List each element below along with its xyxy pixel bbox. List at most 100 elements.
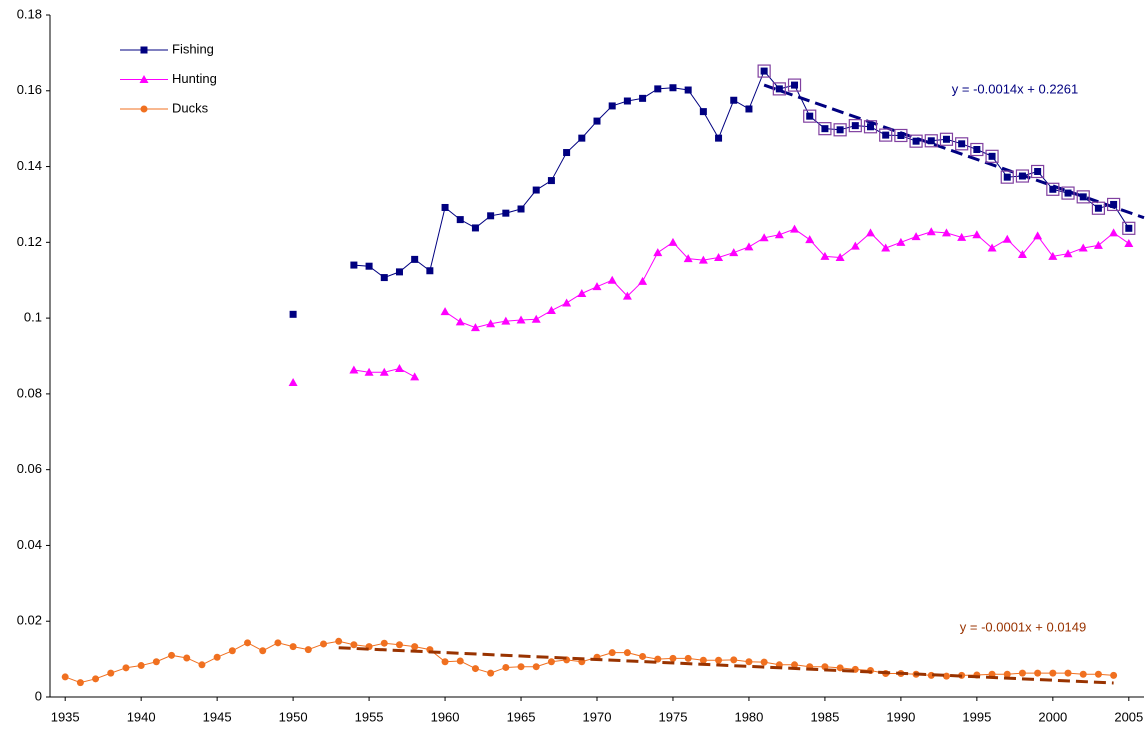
marker [730, 96, 738, 104]
x-tick-label: 1980 [734, 709, 763, 724]
marker [1079, 193, 1087, 201]
marker [790, 224, 800, 233]
marker [941, 228, 951, 237]
marker [76, 679, 84, 687]
marker [698, 255, 708, 264]
marker [471, 665, 479, 673]
marker [639, 94, 647, 102]
marker [1049, 669, 1057, 677]
x-tick-label: 2000 [1038, 709, 1067, 724]
highlight-marker [1107, 197, 1121, 212]
marker [365, 262, 373, 270]
marker [1110, 671, 1118, 679]
marker [820, 251, 830, 260]
marker [350, 641, 358, 649]
highlight-marker [939, 132, 954, 146]
marker [140, 46, 148, 54]
marker [805, 235, 815, 244]
highlight-marker [818, 122, 832, 136]
marker [470, 323, 480, 332]
marker [152, 658, 160, 666]
marker [957, 232, 967, 241]
marker [289, 310, 297, 318]
marker [911, 232, 921, 241]
highlight-marker [909, 134, 923, 148]
marker [592, 282, 602, 291]
x-tick-label: 1940 [127, 709, 156, 724]
marker [562, 298, 572, 307]
highlight-marker [1122, 221, 1136, 235]
highlight-marker [1061, 186, 1075, 200]
marker [411, 643, 419, 651]
marker [958, 140, 966, 148]
marker [517, 663, 525, 671]
x-tick-label: 1970 [583, 709, 612, 724]
marker [988, 152, 996, 160]
marker [379, 367, 389, 376]
marker [668, 237, 678, 246]
y-tick-label: 0.04 [17, 537, 42, 552]
marker [866, 228, 875, 237]
marker [501, 316, 511, 325]
highlight-marker [924, 134, 938, 148]
marker [851, 122, 859, 130]
marker [882, 131, 890, 139]
marker [517, 205, 525, 213]
marker [137, 662, 145, 670]
marker [867, 123, 874, 131]
marker [92, 675, 100, 683]
marker [410, 372, 420, 381]
marker [972, 230, 982, 239]
marker [532, 186, 540, 194]
marker [577, 288, 587, 297]
marker [1017, 249, 1027, 258]
marker [912, 137, 920, 145]
highlight-marker [1000, 170, 1014, 184]
marker [107, 669, 115, 677]
marker [320, 640, 327, 648]
marker [274, 639, 282, 647]
marker [139, 75, 149, 83]
marker [1003, 173, 1011, 181]
marker [942, 135, 950, 143]
x-tick-label: 1995 [962, 709, 991, 724]
highlight-marker [1076, 190, 1090, 204]
marker [1048, 251, 1058, 260]
marker [1033, 231, 1043, 240]
marker [516, 315, 526, 324]
y-tick-label: 0 [35, 688, 42, 703]
legend-label: Fishing [172, 41, 214, 56]
series-line [353, 228, 1130, 378]
marker [441, 658, 449, 666]
marker [61, 673, 69, 681]
marker [1094, 670, 1102, 678]
marker [775, 85, 783, 93]
x-tick-label: 1960 [431, 709, 460, 724]
marker [806, 112, 814, 120]
marker [259, 647, 267, 655]
marker [532, 663, 540, 671]
x-tick-label: 1985 [810, 709, 839, 724]
marker [122, 664, 130, 672]
marker [349, 365, 359, 374]
marker [653, 248, 663, 257]
marker [791, 81, 799, 89]
marker [897, 131, 905, 139]
marker [714, 252, 724, 261]
marker [669, 84, 677, 92]
marker [183, 654, 191, 662]
legend-label: Ducks [172, 100, 209, 115]
marker [608, 102, 616, 110]
marker [926, 227, 936, 236]
y-tick-label: 0.1 [24, 310, 42, 325]
marker [791, 661, 799, 669]
marker [1034, 669, 1042, 677]
marker [578, 134, 586, 142]
marker [760, 658, 768, 666]
marker [440, 307, 450, 316]
marker [608, 649, 616, 657]
highlight-marker [787, 78, 802, 92]
x-tick-label: 1965 [507, 709, 536, 724]
y-tick-label: 0.16 [17, 82, 42, 97]
